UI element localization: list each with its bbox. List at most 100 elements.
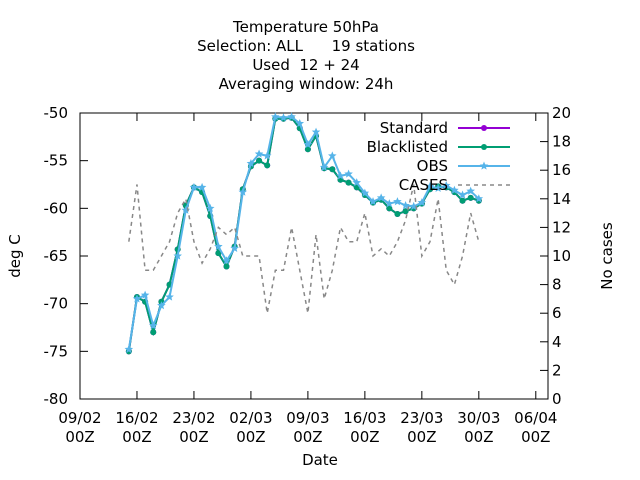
marker	[402, 208, 409, 215]
legend-label: CASES	[399, 176, 448, 194]
marker	[173, 251, 182, 260]
marker	[238, 187, 248, 196]
y2-tick-label: 10	[552, 247, 571, 265]
legend-label: OBS	[417, 157, 448, 175]
marker	[467, 194, 474, 201]
x-tick-label: 16/03 00Z	[343, 409, 386, 446]
y2-tick-label: 12	[552, 218, 571, 236]
marker	[401, 200, 410, 210]
marker	[417, 198, 427, 207]
marker	[254, 149, 264, 158]
marker	[450, 185, 459, 194]
y-tick-label: -80	[44, 390, 69, 408]
marker	[181, 205, 191, 214]
marker	[441, 180, 451, 190]
marker	[150, 329, 157, 336]
marker	[345, 179, 352, 186]
marker	[197, 182, 207, 191]
y-tick-label: -75	[44, 342, 69, 360]
marker	[394, 211, 401, 218]
y2-tick-label: 2	[552, 361, 562, 379]
y2-tick-label: 20	[552, 104, 571, 122]
x-tick-label: 23/02 00Z	[172, 409, 215, 446]
chart-title: Averaging window: 24h	[219, 75, 394, 93]
x-tick-label: 09/02 00Z	[58, 409, 101, 446]
marker	[205, 203, 215, 212]
marker	[157, 301, 166, 310]
marker	[214, 241, 223, 251]
marker	[223, 263, 230, 270]
legend-label: Standard	[380, 119, 448, 137]
y2-tick-label: 6	[552, 304, 562, 322]
marker	[148, 321, 158, 330]
marker	[466, 186, 475, 195]
y2-tick-label: 8	[552, 276, 562, 294]
marker	[344, 169, 353, 178]
y2-tick-label: 16	[552, 161, 571, 179]
marker	[311, 127, 321, 136]
marker	[189, 182, 199, 191]
marker	[287, 112, 296, 121]
y-tick-label: -70	[44, 295, 69, 313]
marker	[165, 292, 174, 301]
y2-tick-label: 18	[552, 133, 571, 151]
marker	[385, 199, 394, 208]
marker	[328, 151, 337, 160]
marker	[222, 256, 231, 265]
marker	[262, 151, 272, 160]
marker	[329, 166, 336, 173]
x-tick-label: 30/03 00Z	[457, 409, 500, 446]
marker	[479, 161, 489, 170]
marker	[230, 243, 239, 253]
marker	[459, 197, 466, 204]
y-tick-label: -55	[44, 152, 69, 170]
marker	[474, 194, 484, 203]
plot-border	[79, 112, 549, 400]
marker	[481, 144, 487, 150]
marker	[433, 183, 443, 192]
marker	[352, 178, 362, 187]
y-axis-label: deg C	[6, 234, 24, 278]
marker	[319, 162, 329, 171]
marker	[264, 162, 271, 169]
marker	[140, 290, 150, 299]
y-tick-label: -65	[44, 247, 69, 265]
chart-title: Selection: ALL 19 stations	[197, 37, 415, 55]
marker	[215, 250, 222, 257]
marker	[360, 188, 370, 197]
marker	[368, 197, 378, 206]
x-tick-label: 02/03 00Z	[229, 409, 272, 446]
y2-tick-label: 0	[552, 390, 562, 408]
marker	[279, 113, 288, 122]
chart-title: Used 12 + 24	[252, 56, 359, 74]
marker	[256, 157, 263, 164]
marker	[386, 205, 393, 212]
marker	[425, 181, 435, 191]
x-tick-label: 06/04 00Z	[514, 409, 557, 446]
y-tick-label: -50	[44, 104, 69, 122]
marker	[376, 193, 386, 202]
marker	[458, 190, 467, 199]
marker	[132, 294, 142, 303]
marker	[124, 344, 134, 354]
y2-axis-label: No cases	[598, 222, 616, 290]
marker	[336, 171, 345, 180]
marker	[303, 139, 313, 149]
x-tick-label: 16/02 00Z	[115, 409, 158, 446]
marker	[246, 159, 256, 168]
y-tick-label: -60	[44, 199, 69, 217]
marker	[304, 146, 311, 153]
marker	[393, 197, 402, 206]
marker	[295, 118, 305, 128]
x-tick-label: 23/03 00Z	[400, 409, 443, 446]
x-axis-label: Date	[302, 451, 338, 469]
legend-label: Blacklisted	[367, 138, 448, 156]
y2-tick-label: 4	[552, 333, 562, 351]
marker	[481, 125, 487, 131]
y2-tick-label: 14	[552, 190, 571, 208]
x-tick-label: 09/03 00Z	[286, 409, 329, 446]
marker	[271, 112, 280, 121]
chart-title: Temperature 50hPa	[232, 18, 379, 36]
